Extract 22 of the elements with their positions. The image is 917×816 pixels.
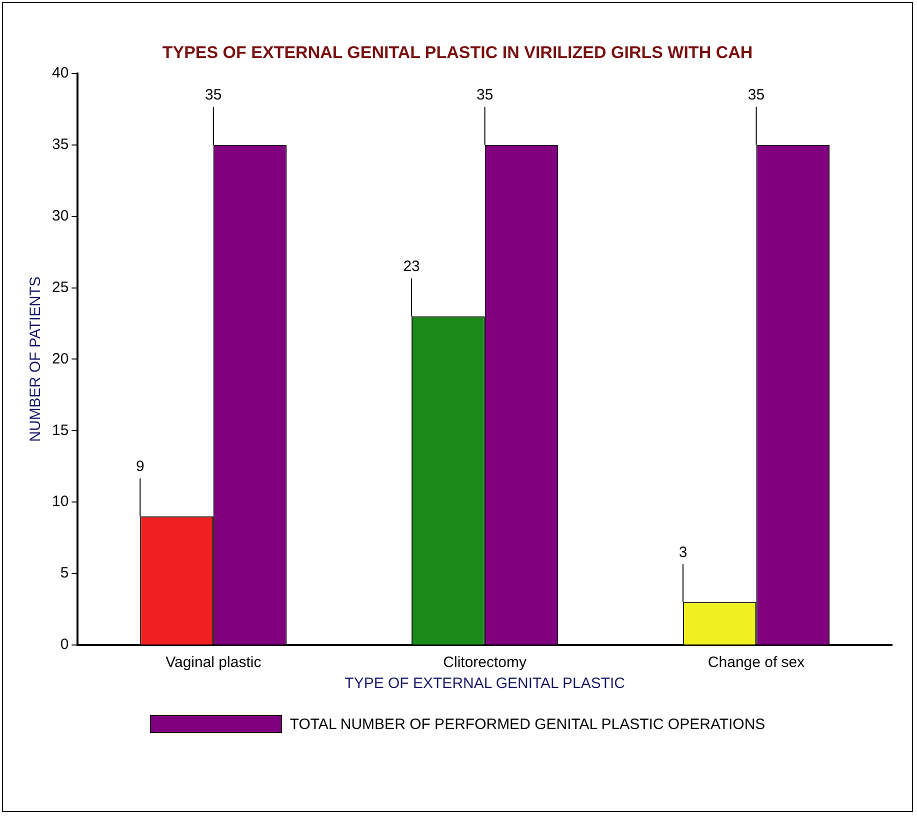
data-label: 3 xyxy=(678,544,688,561)
data-label: 35 xyxy=(476,86,494,104)
x-tick-label: Change of sex xyxy=(708,654,806,672)
x-tick-label: Clitorectomy xyxy=(443,654,528,672)
x-tick-label: Vaginal plastic xyxy=(166,654,262,672)
y-tick-label: 25 xyxy=(52,278,69,296)
y-tick-label: 5 xyxy=(60,564,69,582)
y-axis-title: NUMBER OF PATIENTS xyxy=(27,276,44,442)
y-tick-label: 35 xyxy=(52,136,69,153)
data-label: 35 xyxy=(748,86,765,104)
y-tick-label: 0 xyxy=(60,636,69,654)
y-tick-label: 40 xyxy=(52,64,69,82)
y-tick-label: 10 xyxy=(52,493,69,510)
data-label: 35 xyxy=(205,86,222,104)
y-tick-label: 30 xyxy=(52,207,69,224)
text: TOTAL NUMBER OF PERFORMED GENITAL PLASTIC OPERATIONS xyxy=(290,716,766,732)
data-label: 23 xyxy=(403,258,420,275)
x-axis-title: TYPE OF EXTERNAL GENITAL PLASTIC xyxy=(344,675,626,692)
y-tick-label: 20 xyxy=(52,350,69,368)
chart-title: TYPES OF EXTERNAL GENITAL PLASTIC IN VIRILIZED GIRLS WITH CAH xyxy=(162,42,753,62)
y-tick-label: 15 xyxy=(52,422,69,439)
data-label: 9 xyxy=(136,458,144,476)
